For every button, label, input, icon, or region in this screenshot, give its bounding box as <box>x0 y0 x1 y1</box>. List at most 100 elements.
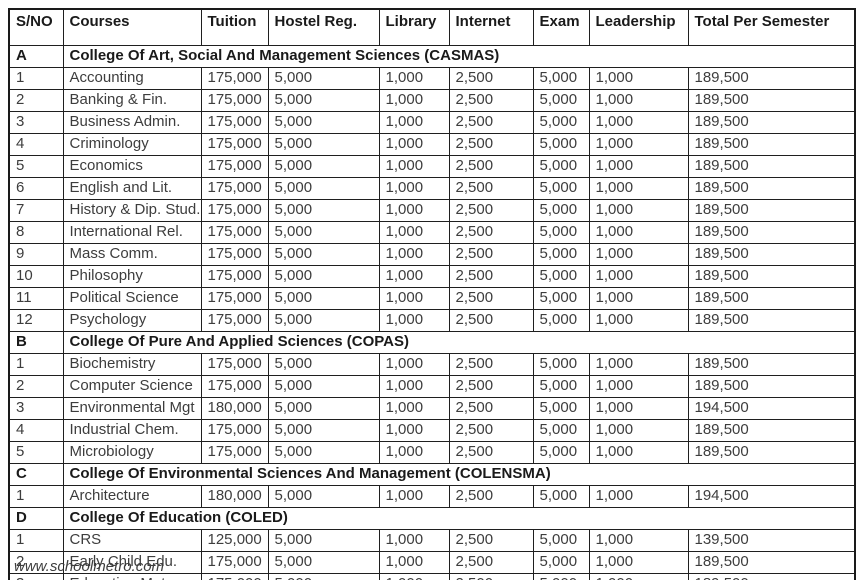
cell-hostel_reg: 5,000 <box>267 198 380 222</box>
cell-sno: 6 <box>8 176 64 200</box>
cell-exam: 5,000 <box>532 308 590 332</box>
course-row: 4 Criminology 175,000 5,000 1,000 2,500 5,000 1… <box>8 132 856 156</box>
cell-leadership: 1,000 <box>588 528 689 552</box>
section-id: D <box>8 506 64 530</box>
cell-course: Psychology <box>62 308 202 332</box>
cell-total: 189,500 <box>687 550 856 574</box>
cell-sno: 1 <box>8 528 64 552</box>
column-header-internet: Internet <box>448 8 534 46</box>
cell-hostel_reg: 5,000 <box>267 264 380 288</box>
cell-leadership: 1,000 <box>588 242 689 266</box>
course-row: 11 Political Science 175,000 5,000 1,000 2,50… <box>8 286 856 310</box>
cell-leadership: 1,000 <box>588 308 689 332</box>
cell-exam: 5,000 <box>532 572 590 580</box>
cell-hostel_reg: 5,000 <box>267 220 380 244</box>
cell-sno: 10 <box>8 264 64 288</box>
cell-sno: 9 <box>8 242 64 266</box>
cell-total: 189,500 <box>687 88 856 112</box>
cell-leadership: 1,000 <box>588 198 689 222</box>
cell-internet: 2,500 <box>448 66 534 90</box>
section-title: College Of Environmental Sciences And Ma… <box>62 462 856 486</box>
cell-internet: 2,500 <box>448 242 534 266</box>
cell-library: 1,000 <box>378 66 450 90</box>
cell-exam: 5,000 <box>532 132 590 156</box>
cell-course: Microbiology <box>62 440 202 464</box>
cell-sno: 2 <box>8 88 64 112</box>
course-row: 10 Philosophy 175,000 5,000 1,000 2,500 5,000 1… <box>8 264 856 288</box>
cell-library: 1,000 <box>378 198 450 222</box>
cell-exam: 5,000 <box>532 242 590 266</box>
course-row: 3 Environmental Mgt 180,000 5,000 1,000 2,500… <box>8 396 856 420</box>
cell-sno: 3 <box>8 110 64 134</box>
cell-exam: 5,000 <box>532 484 590 508</box>
cell-library: 1,000 <box>378 264 450 288</box>
course-row: 2 Banking & Fin. 175,000 5,000 1,000 2,500 5,0… <box>8 88 856 112</box>
cell-internet: 2,500 <box>448 308 534 332</box>
cell-exam: 5,000 <box>532 352 590 376</box>
column-header-leadership: Leadership <box>588 8 689 46</box>
cell-tuition: 175,000 <box>200 264 269 288</box>
cell-library: 1,000 <box>378 110 450 134</box>
cell-course: Banking & Fin. <box>62 88 202 112</box>
cell-internet: 2,500 <box>448 132 534 156</box>
cell-tuition: 175,000 <box>200 572 269 580</box>
cell-internet: 2,500 <box>448 198 534 222</box>
cell-course: Computer Science <box>62 374 202 398</box>
cell-leadership: 1,000 <box>588 374 689 398</box>
cell-tuition: 175,000 <box>200 418 269 442</box>
cell-exam: 5,000 <box>532 396 590 420</box>
cell-total: 189,500 <box>687 242 856 266</box>
cell-exam: 5,000 <box>532 418 590 442</box>
cell-library: 1,000 <box>378 374 450 398</box>
tuition-fees-table: S/NO Courses Tuition Hostel Reg. Library Inte… <box>8 8 856 580</box>
column-header-exam: Exam <box>532 8 590 46</box>
cell-internet: 2,500 <box>448 220 534 244</box>
cell-tuition: 180,000 <box>200 396 269 420</box>
table-header-row: S/NO Courses Tuition Hostel Reg. Library Inte… <box>8 8 856 46</box>
section-title: College Of Education (COLED) <box>62 506 856 530</box>
cell-leadership: 1,000 <box>588 264 689 288</box>
cell-leadership: 1,000 <box>588 110 689 134</box>
cell-tuition: 175,000 <box>200 132 269 156</box>
cell-hostel_reg: 5,000 <box>267 242 380 266</box>
cell-hostel_reg: 5,000 <box>267 154 380 178</box>
cell-tuition: 175,000 <box>200 550 269 574</box>
course-row: 2 Computer Science 175,000 5,000 1,000 2,500 5… <box>8 374 856 398</box>
cell-tuition: 175,000 <box>200 308 269 332</box>
course-row: 9 Mass Comm. 175,000 5,000 1,000 2,500 5,000 1,… <box>8 242 856 266</box>
cell-tuition: 175,000 <box>200 220 269 244</box>
cell-hostel_reg: 5,000 <box>267 308 380 332</box>
section-row-C: C College Of Environmental Sciences And M… <box>8 462 856 486</box>
cell-tuition: 175,000 <box>200 176 269 200</box>
cell-sno: 7 <box>8 198 64 222</box>
cell-internet: 2,500 <box>448 176 534 200</box>
cell-leadership: 1,000 <box>588 484 689 508</box>
cell-tuition: 180,000 <box>200 484 269 508</box>
column-header-tuition: Tuition <box>200 8 269 46</box>
cell-total: 189,500 <box>687 264 856 288</box>
cell-total: 189,500 <box>687 352 856 376</box>
cell-library: 1,000 <box>378 528 450 552</box>
cell-tuition: 175,000 <box>200 154 269 178</box>
cell-course: Economics <box>62 154 202 178</box>
cell-exam: 5,000 <box>532 88 590 112</box>
cell-course: Biochemistry <box>62 352 202 376</box>
course-row: 3Education Mgt.175,0005,0001,0002,5005,0… <box>8 572 856 580</box>
cell-hostel_reg: 5,000 <box>267 132 380 156</box>
cell-course: History & Dip. Stud. <box>62 198 202 222</box>
cell-exam: 5,000 <box>532 528 590 552</box>
cell-sno: 4 <box>8 418 64 442</box>
cell-internet: 2,500 <box>448 88 534 112</box>
cell-exam: 5,000 <box>532 440 590 464</box>
cell-sno: 5 <box>8 440 64 464</box>
cell-library: 1,000 <box>378 88 450 112</box>
cell-internet: 2,500 <box>448 396 534 420</box>
cell-exam: 5,000 <box>532 550 590 574</box>
cell-exam: 5,000 <box>532 66 590 90</box>
cell-library: 1,000 <box>378 176 450 200</box>
course-row: 5 Microbiology 175,000 5,000 1,000 2,500 5,000… <box>8 440 856 464</box>
cell-leadership: 1,000 <box>588 572 689 580</box>
course-row: 6 English and Lit. 175,000 5,000 1,000 2,500 5… <box>8 176 856 200</box>
cell-course: Accounting <box>62 66 202 90</box>
cell-course: CRS <box>62 528 202 552</box>
